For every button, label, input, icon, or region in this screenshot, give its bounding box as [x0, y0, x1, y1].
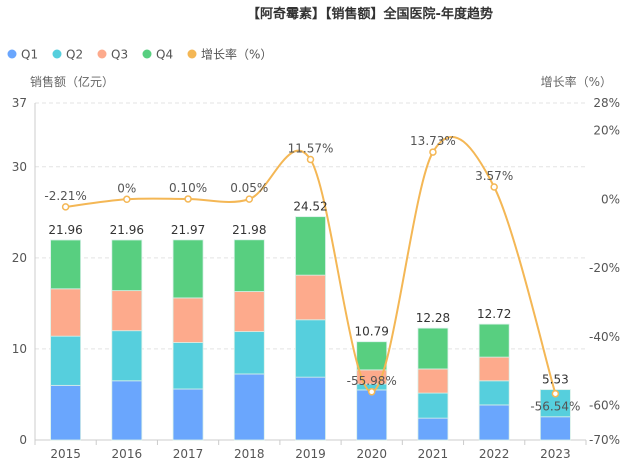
- legend-marker-Q4: [142, 49, 152, 59]
- y-tick-label: 30: [12, 160, 27, 174]
- x-tick-label: 2017: [173, 447, 204, 461]
- growth-point-2017: [184, 195, 192, 203]
- bar-Q3-2018: [233, 291, 265, 333]
- y2-axis-label: 增长率（%）: [541, 74, 612, 89]
- bar-Q2-2021: [417, 392, 449, 419]
- legend-marker-Q1: [7, 49, 17, 59]
- legend-label: Q2: [66, 48, 83, 62]
- growth-point-2018: [245, 195, 254, 203]
- bar-Q4-2019: [295, 216, 326, 276]
- growth-line: [61, 136, 560, 398]
- legend-marker-增长率（%）: [187, 49, 197, 59]
- y-tick-label: 37: [12, 96, 27, 110]
- bar-Q1-2016: [111, 380, 143, 441]
- y2-tick-label: -20%: [589, 261, 620, 275]
- bar-Q1-2020: [356, 389, 388, 441]
- total-label: 12.28: [416, 311, 450, 325]
- bar-Q2-2022: [478, 380, 510, 406]
- legend-label: Q1: [21, 48, 38, 62]
- y2-tick-label: -40%: [589, 330, 620, 344]
- bar-Q4-2022: [478, 323, 510, 358]
- bar-Q1-2017: [172, 388, 204, 441]
- bar-Q2-2017: [172, 342, 204, 390]
- bar-Q3-2021: [417, 368, 449, 394]
- bar-Q3-2015: [50, 288, 82, 337]
- x-tick-label: 2022: [479, 447, 510, 461]
- y2-tick-label: -60%: [589, 399, 620, 413]
- growth-point-2016: [123, 195, 131, 204]
- total-label: 21.96: [48, 223, 82, 237]
- x-tick-label: 2021: [418, 447, 449, 461]
- total-label: 21.97: [171, 223, 205, 237]
- growth-label: -56.54%: [530, 400, 580, 414]
- y-tick-label: 10: [12, 342, 27, 356]
- y-tick-label: 0: [19, 433, 27, 447]
- x-tick-label: 2016: [112, 447, 143, 461]
- chart-title: 【阿奇霉素】【销售额】全国医院-年度趋势: [247, 6, 493, 22]
- bar-Q2-2018: [233, 331, 265, 375]
- bar-Q1-2019: [295, 376, 326, 441]
- bar-Q1-2015: [50, 384, 82, 441]
- bar-Q2-2015: [50, 335, 82, 386]
- bar-Q3-2017: [172, 297, 204, 343]
- total-label: 21.96: [110, 223, 144, 237]
- growth-point-2019: [306, 155, 315, 164]
- y-axis-label: 销售额（亿元）: [30, 74, 114, 89]
- bar-Q4-2018: [233, 239, 265, 292]
- data-labels: 21.96 21.96 21.97 21.98 24.52 10.79 12.28 12.72…: [44, 134, 580, 414]
- bar-Q2-2016: [111, 330, 143, 382]
- y2-tick-label: 28%: [593, 96, 620, 110]
- bar-Q4-2015: [50, 239, 82, 290]
- growth-point-2020: [367, 388, 376, 396]
- legend-marker-Q3: [97, 49, 107, 59]
- bars: [50, 216, 571, 441]
- bar-Q1-2023: [539, 416, 571, 441]
- bar-Q4-2020: [356, 341, 388, 371]
- bar-Q1-2021: [417, 417, 449, 441]
- growth-label: -55.98%: [347, 374, 397, 388]
- y2-tick-label: -70%: [589, 433, 620, 447]
- bar-Q4-2021: [417, 327, 449, 370]
- growth-label: -2.21%: [44, 189, 86, 203]
- bar-Q4-2016: [111, 239, 143, 292]
- growth-label: 0.05%: [230, 181, 268, 195]
- y-tick-label: 20: [12, 251, 27, 265]
- growth-label: 11.57%: [288, 141, 334, 155]
- growth-point-2021: [429, 148, 437, 156]
- bar-Q1-2022: [478, 404, 510, 441]
- x-tick-label: 2023: [540, 447, 571, 461]
- growth-label: 3.57%: [475, 169, 513, 183]
- bar-Q4-2017: [172, 239, 204, 299]
- total-label: 24.52: [293, 200, 327, 214]
- bar-Q3-2016: [111, 290, 143, 332]
- total-label: 5.53: [542, 373, 569, 387]
- total-label: 12.72: [477, 307, 511, 321]
- growth-label: 0.10%: [169, 181, 207, 195]
- legend-label: 增长率（%）: [201, 47, 272, 62]
- legend-label: Q4: [156, 48, 173, 62]
- growth-label: 0%: [117, 181, 136, 195]
- total-label: 10.79: [355, 325, 389, 339]
- total-label: 21.98: [232, 223, 266, 237]
- x-tick-label: 2018: [234, 447, 265, 461]
- bar-Q3-2019: [295, 274, 326, 321]
- bar-Q2-2019: [295, 319, 326, 378]
- y2-tick-label: 0%: [601, 192, 620, 206]
- legend-label: Q3: [111, 48, 128, 62]
- bar-Q3-2022: [478, 356, 510, 382]
- growth-point-2023: [551, 389, 560, 398]
- x-tick-label: 2019: [295, 447, 326, 461]
- y2-tick-label: 20%: [593, 124, 620, 138]
- bar-Q1-2018: [233, 373, 265, 441]
- x-tick-label: 2015: [50, 447, 81, 461]
- x-tick-label: 2020: [356, 447, 387, 461]
- legend: Q1 Q2 Q3 Q4 增长率（%）: [7, 47, 272, 62]
- legend-marker-Q2: [52, 49, 62, 59]
- growth-point-2022: [490, 183, 498, 191]
- growth-point-2015: [61, 203, 70, 211]
- growth-label: 13.73%: [410, 134, 456, 148]
